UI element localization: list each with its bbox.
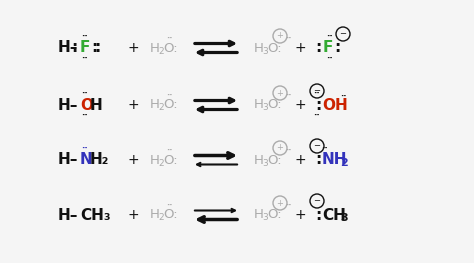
Text: H–: H–	[57, 153, 78, 168]
Text: H: H	[254, 154, 264, 166]
Text: H: H	[150, 154, 160, 166]
Text: O:: O:	[267, 42, 282, 54]
Text: 3: 3	[262, 104, 268, 113]
Text: +: +	[276, 144, 283, 153]
Text: ··: ··	[166, 92, 172, 100]
Text: 2: 2	[158, 214, 164, 222]
Text: :: :	[94, 41, 100, 55]
Text: −: −	[339, 29, 346, 38]
Text: H: H	[150, 42, 160, 54]
Text: ··: ··	[285, 146, 291, 155]
Text: CH: CH	[322, 208, 346, 222]
Text: +: +	[294, 153, 306, 167]
Text: NH: NH	[322, 153, 347, 168]
Text: H₂: H₂	[90, 153, 109, 168]
Text: :: :	[91, 41, 97, 55]
Text: ··: ··	[82, 112, 88, 120]
Text: H–: H–	[57, 208, 78, 222]
Text: +: +	[294, 41, 306, 55]
Text: 3: 3	[262, 159, 268, 168]
Text: 3: 3	[262, 47, 268, 55]
Text: −: −	[313, 141, 320, 150]
Text: +: +	[127, 208, 139, 222]
Text: 3: 3	[262, 214, 268, 222]
Text: ··: ··	[166, 201, 172, 210]
Text: H–: H–	[57, 98, 78, 113]
Text: H: H	[254, 99, 264, 112]
Text: 2: 2	[158, 159, 164, 168]
Text: :: :	[315, 153, 321, 168]
Text: ··: ··	[327, 54, 333, 63]
Text: ··: ··	[285, 34, 291, 43]
Text: ··: ··	[285, 92, 291, 100]
Text: O:: O:	[267, 99, 282, 112]
Text: :: :	[315, 208, 321, 222]
Text: +: +	[294, 98, 306, 112]
Text: +: +	[127, 41, 139, 55]
Text: O: O	[80, 98, 93, 113]
Text: H: H	[254, 42, 264, 54]
Text: :: :	[315, 98, 321, 113]
Text: O:: O:	[163, 209, 178, 221]
Text: ··: ··	[322, 144, 328, 154]
Text: +: +	[127, 98, 139, 112]
Text: H–: H–	[57, 41, 78, 55]
Text: ··: ··	[166, 146, 172, 155]
Text: ··: ··	[82, 89, 88, 99]
Text: −: −	[313, 87, 320, 95]
Text: ··: ··	[166, 34, 172, 43]
Text: :: :	[334, 41, 340, 55]
Text: +: +	[276, 199, 283, 208]
Text: O:: O:	[163, 154, 178, 166]
Text: CH₃: CH₃	[80, 208, 110, 222]
Text: +: +	[294, 208, 306, 222]
Text: ··: ··	[82, 33, 88, 42]
Text: O:: O:	[163, 99, 178, 112]
Text: ··: ··	[82, 54, 88, 63]
Text: :: :	[71, 41, 77, 55]
Text: F: F	[80, 41, 91, 55]
Text: ··: ··	[314, 89, 320, 99]
Text: :: :	[315, 41, 321, 55]
Text: 3: 3	[340, 213, 347, 223]
Text: F: F	[323, 41, 333, 55]
Text: H: H	[150, 209, 160, 221]
Text: H: H	[150, 99, 160, 112]
Text: +: +	[127, 153, 139, 167]
Text: H: H	[90, 98, 103, 113]
Text: ··: ··	[340, 93, 346, 102]
Text: O:: O:	[163, 42, 178, 54]
Text: +: +	[276, 32, 283, 41]
Text: ··: ··	[327, 33, 333, 42]
Text: N: N	[80, 153, 93, 168]
Text: −: −	[313, 196, 320, 205]
Text: 2: 2	[158, 47, 164, 55]
Text: ··: ··	[285, 201, 291, 210]
Text: OH: OH	[322, 98, 348, 113]
Text: O:: O:	[267, 209, 282, 221]
Text: ··: ··	[82, 144, 88, 154]
Text: O:: O:	[267, 154, 282, 166]
Text: 2: 2	[340, 158, 348, 168]
Text: H: H	[254, 209, 264, 221]
Text: +: +	[276, 89, 283, 98]
Text: ··: ··	[314, 112, 320, 120]
Text: 2: 2	[158, 104, 164, 113]
